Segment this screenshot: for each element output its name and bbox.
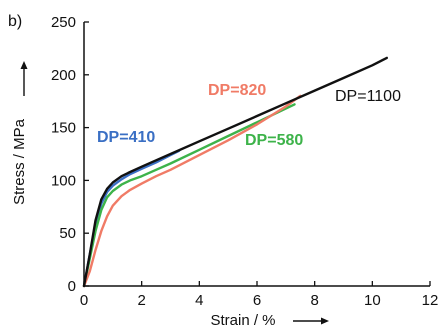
x-tick-label: 10 [364,292,381,309]
y-axis-label: Stress / MPa [11,118,28,205]
x-axis-arrowhead-icon [321,317,329,325]
x-tick-label: 0 [80,292,88,309]
series-line-dp-1100 [82,56,388,288]
series-label-dp-820: DP=820 [208,82,266,99]
x-tick-label: 4 [195,292,203,309]
x-tick-label: 2 [137,292,145,309]
series-layer [82,56,388,288]
series-label-dp-410: DP=410 [97,129,155,146]
x-tick-label: 8 [310,292,318,309]
y-tick-label: 200 [51,67,76,84]
y-tick-label: 150 [51,120,76,137]
series-label-dp-580: DP=580 [245,132,303,149]
y-axis-arrowhead-icon [20,61,28,69]
panel-label: b) [8,13,22,30]
x-axis-label: Strain / % [210,312,275,329]
series-line-dp-580 [82,103,296,288]
x-tick-label: 6 [253,292,261,309]
x-tick-label: 12 [422,292,438,309]
series-labels: DP=410 DP=580 DP=820 DP=1100 [97,82,401,149]
y-tick-label: 250 [51,14,76,31]
y-tick-label: 0 [68,278,76,295]
series-line-dp-820 [82,94,302,288]
y-ticks: 0 50 100 150 200 250 [51,14,89,295]
x-ticks: 0 2 4 6 8 10 12 [80,281,438,309]
y-tick-label: 50 [59,225,76,242]
series-label-dp-1100: DP=1100 [335,88,401,105]
y-tick-label: 100 [51,172,76,189]
